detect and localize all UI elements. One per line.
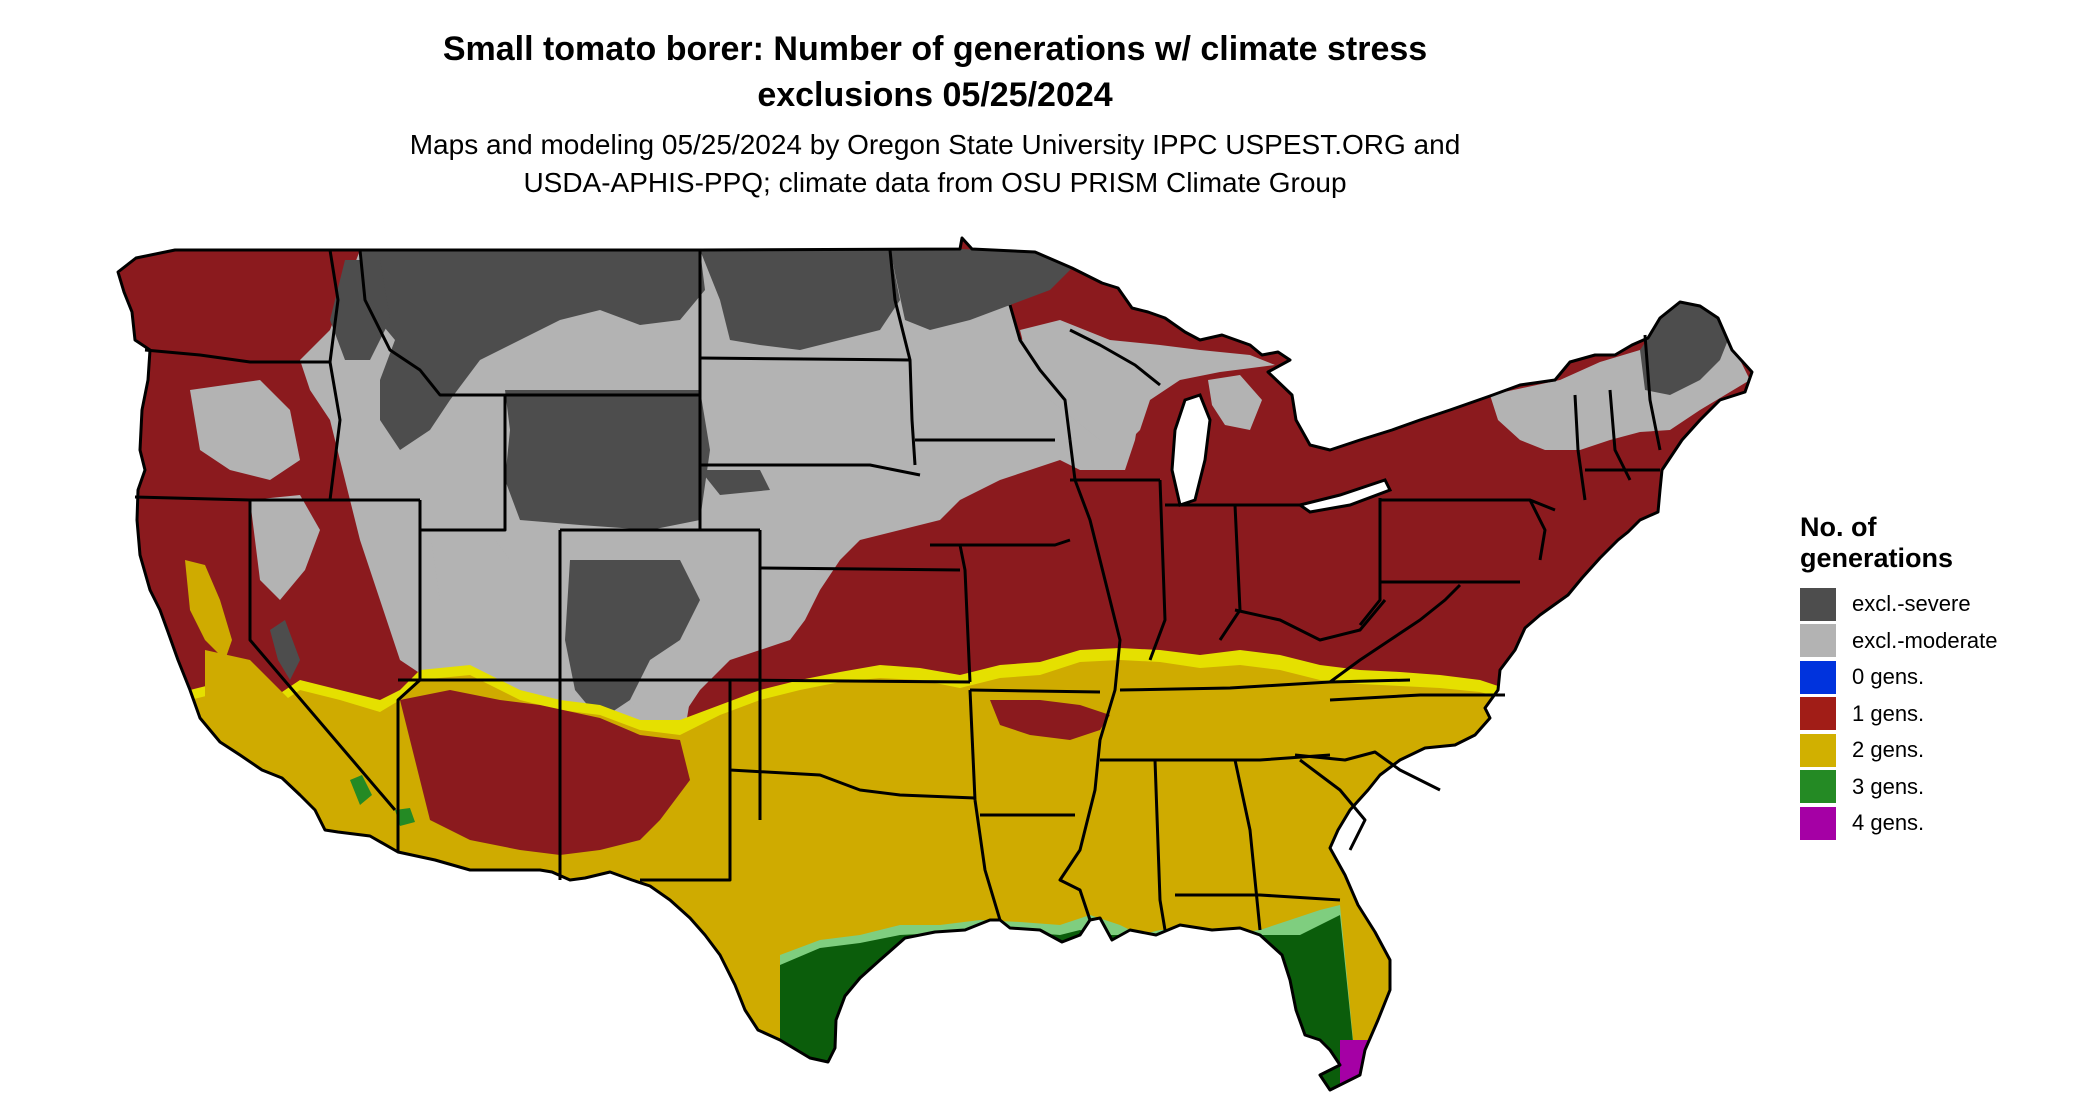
zone-excl-moderate-nevada [250,495,320,600]
zone-excl-moderate-utah [430,520,510,630]
border-ny-nj [1528,499,1547,561]
zone-three-gen [780,915,1360,1090]
legend-item-2-gens: 2 gens. [1800,732,2090,769]
border-ok-ar [968,689,977,801]
legend-swatch [1800,770,1836,804]
legend-items: excl.-severe excl.-moderate 0 gens. 1 ge… [1800,586,2090,842]
border-mn-wi [1008,304,1072,441]
border-ms-river [1058,439,1122,921]
zone-excl-moderate-lower-michigan [1208,375,1262,430]
border-ny-vt-ma [1573,394,1587,501]
legend-label: 0 gens. [1852,664,1925,690]
map-subtitle-line1: Maps and modeling 05/25/2024 by Oregon S… [409,129,1461,160]
border-tx-nm [640,680,732,882]
border-id-west [328,249,342,501]
legend-item-0-gens: 0 gens. [1800,659,2090,696]
legend-swatch [1800,587,1836,621]
border-oh-ky-wv [1234,599,1387,642]
legend-item-1-gens: 1 gens. [1800,696,2090,733]
zone-excl-moderate-great-lakes [1020,320,1275,450]
legend-label: excl.-severe [1852,591,1971,617]
legend-label: 2 gens. [1852,737,1925,763]
zone-excl-severe-montana [360,250,705,450]
legend-swatch [1800,697,1836,731]
legend-title-line1: No. of [1800,512,1877,542]
border-il-in [1148,479,1167,661]
border-va-nc [1329,693,1505,702]
border-ga-fl [1175,893,1341,902]
border-ky-tn [1119,678,1411,692]
legend: No. of generations excl.-severe excl.-mo… [1800,512,2090,842]
border-ia-mo [930,538,1071,547]
lake-michigan [1170,393,1212,507]
legend-swatch [1800,660,1836,694]
zone-excl-severe-wyoming [505,390,710,530]
map-title: Small tomato borer: Number of generation… [0,26,1870,118]
border-nd-mn [888,249,917,466]
legend-title-line2: generations [1800,543,1954,573]
map-subtitle-line2: USDA-APHIS-PPQ; climate data from OSU PR… [523,167,1347,198]
map-title-line2: exclusions 05/25/2024 [757,76,1113,114]
zone-one-gen-az-nm [400,690,690,855]
border-tx-la [973,799,1002,921]
zone-excl-severe-new-england [1640,302,1728,395]
map-title-line1: Small tomato borer: Number of generation… [442,30,1428,68]
border-oh-pa [1358,498,1382,626]
zone-two-gen-california-valley [185,560,232,660]
border-nv-ut [396,500,422,852]
border-ks-ok [729,678,971,684]
border-al-ga [1233,759,1262,931]
border-wv-va [1329,583,1462,684]
zone-excl-moderate-northwest [190,380,300,480]
border-ut-wy [420,395,507,532]
zone-excl-severe-nevada-strip [270,620,300,680]
legend-item-3-gens: 3 gens. [1800,769,2090,806]
border-id-mt [358,249,505,397]
border-wa-or [144,348,330,364]
map-subtitle: Maps and modeling 05/25/2024 by Oregon S… [0,126,1870,202]
legend-label: excl.-moderate [1852,627,1998,653]
legend-swatch [1800,733,1836,767]
legend-item-4-gens: 4 gens. [1800,805,2090,842]
climate-zones [118,238,1752,1090]
border-nh-me [1643,334,1662,451]
border-sd-ne [700,463,921,477]
lake-erie [1296,478,1393,514]
border-mo-ar [969,688,1101,694]
border-nc-sc [1294,750,1441,792]
zone-one-gen-ozarks [990,700,1110,740]
legend-swatch [1800,806,1836,840]
legend-item-excl-moderate: excl.-moderate [1800,623,2090,660]
border-nd-sd [699,356,911,362]
zone-excl-severe-dakotas-patches [700,470,770,495]
border-mi-wi-up [1069,328,1161,387]
border-ks-mo [958,544,972,683]
zone-two-gen-socal [205,650,340,820]
legend-title: No. of generations [1800,512,2090,574]
great-lakes [1170,393,1393,514]
border-ms-al [1153,759,1167,931]
state-borders [116,236,1754,1092]
zone-excl-severe-idaho [330,260,390,360]
legend-label: 1 gens. [1852,700,1925,726]
border-ca-nv [248,500,397,811]
border-ga-sc [1299,758,1367,851]
legend-item-excl-severe: excl.-severe [1800,586,2090,623]
zone-excl-severe-minnesota [890,249,1072,330]
border-ne-ks [759,566,961,572]
legend-swatch [1800,624,1836,658]
legend-label: 4 gens. [1852,810,1925,836]
zone-excl-severe-north-dakota [700,250,900,350]
legend-label: 3 gens. [1852,773,1925,799]
